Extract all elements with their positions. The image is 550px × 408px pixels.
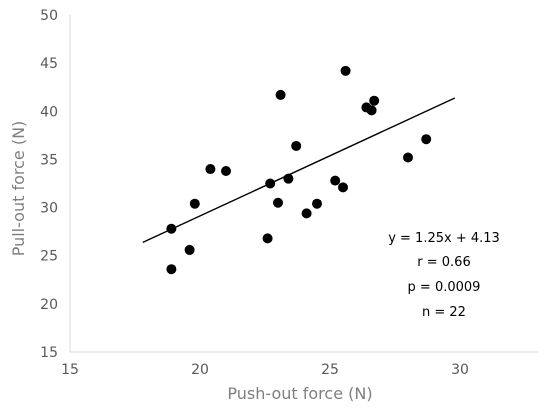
data-point [184, 244, 195, 255]
data-point [189, 198, 200, 209]
y-tick-label: 20 [40, 297, 58, 313]
data-point [369, 95, 380, 106]
y-tick-label: 15 [40, 345, 58, 361]
y-tick-label: 25 [40, 249, 58, 265]
y-tick-label: 45 [40, 56, 58, 72]
data-points [166, 65, 432, 275]
data-point [265, 178, 276, 189]
data-point [340, 65, 351, 76]
data-point [166, 223, 177, 234]
data-point [275, 89, 286, 100]
x-tick-label: 20 [191, 362, 209, 378]
x-tick-label: 30 [451, 362, 469, 378]
stat-annotation: y = 1.25x + 4.13 [388, 231, 500, 246]
data-point [366, 105, 377, 116]
y-axis-title: Pull-out force (N) [9, 121, 28, 257]
y-tick-label: 50 [40, 8, 58, 24]
y-tick-label: 35 [40, 152, 58, 168]
y-tick-label: 40 [40, 104, 58, 120]
x-tick-label: 25 [321, 362, 339, 378]
data-point [283, 173, 294, 184]
data-point [166, 264, 177, 275]
data-point [291, 140, 302, 151]
x-tick-labels: 15 20 25 30 [61, 362, 469, 378]
data-point [221, 165, 231, 176]
y-tick-labels: 15 20 25 30 35 40 45 50 [40, 8, 58, 361]
data-point [205, 164, 216, 175]
data-point [338, 182, 348, 193]
data-point [273, 197, 283, 208]
stats-annotations: y = 1.25x + 4.13 r = 0.66 p = 0.0009 n = 22 [388, 231, 500, 320]
data-point [403, 152, 413, 163]
x-axis-title: Push-out force (N) [227, 384, 372, 403]
stat-annotation: n = 22 [422, 305, 466, 320]
data-point [421, 134, 432, 145]
data-point [301, 208, 312, 219]
trendline [142, 97, 456, 244]
y-tick-label: 30 [40, 201, 58, 217]
stat-annotation: p = 0.0009 [408, 280, 481, 295]
stat-annotation: r = 0.66 [417, 255, 470, 270]
data-point [330, 175, 341, 186]
x-tick-label: 15 [61, 362, 79, 378]
data-point [262, 233, 273, 244]
data-point [312, 198, 322, 209]
